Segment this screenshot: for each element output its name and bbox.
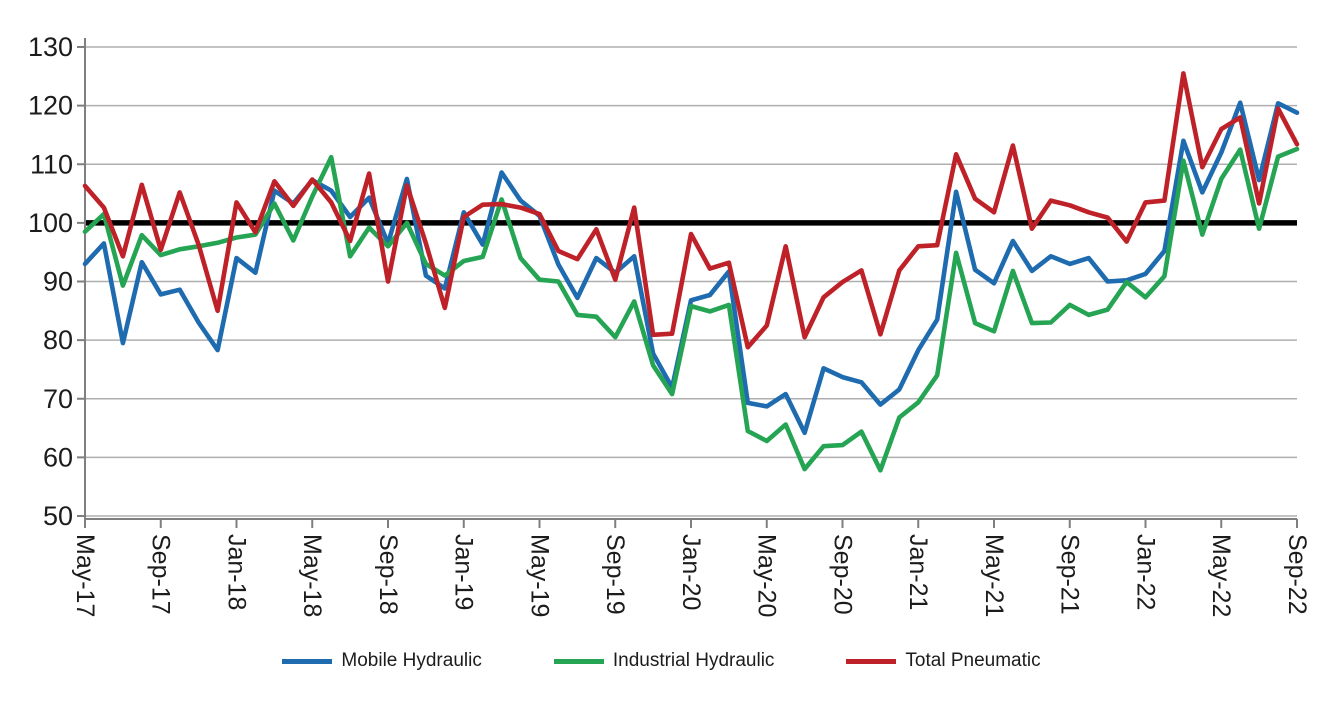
y-axis-label-100: 100 bbox=[28, 208, 73, 238]
legend-label: Industrial Hydraulic bbox=[612, 650, 775, 671]
legend-label: Mobile Hydraulic bbox=[341, 650, 482, 671]
x-axis-label-sep-18: Sep-18 bbox=[374, 534, 402, 615]
x-axis-label-may-19: May-19 bbox=[525, 534, 553, 617]
legend-line-swatch-red bbox=[846, 658, 897, 664]
x-axis-label-may-20: May-20 bbox=[753, 534, 781, 617]
x-axis-label-jan-20: Jan-20 bbox=[677, 534, 705, 610]
y-axis-label-80: 80 bbox=[43, 325, 73, 355]
x-axis-label-sep-17: Sep-17 bbox=[147, 534, 175, 615]
series-line-mobile-hydraulic bbox=[82, 100, 1300, 436]
x-axis-label-sep-19: Sep-19 bbox=[601, 534, 629, 615]
chart-legend: Mobile Hydraulic Industrial Hydraulic To… bbox=[0, 650, 1323, 672]
legend-line-swatch-green bbox=[553, 658, 604, 664]
x-axis-label-jan-18: Jan-18 bbox=[222, 534, 250, 610]
x-axis-label-may-17: May-17 bbox=[71, 534, 99, 617]
y-axis-label-60: 60 bbox=[43, 442, 73, 472]
x-axis-label-jan-19: Jan-19 bbox=[450, 534, 478, 610]
x-axis-label-sep-21: Sep-21 bbox=[1056, 534, 1084, 615]
series-line-industrial-hydraulic bbox=[82, 146, 1300, 473]
y-axis-label-120: 120 bbox=[28, 91, 73, 121]
legend-line-swatch-blue bbox=[282, 658, 333, 664]
legend-item-mobile-hydraulic: Mobile Hydraulic bbox=[282, 650, 482, 672]
y-axis-label-90: 90 bbox=[43, 267, 73, 297]
x-axis-label-sep-20: Sep-20 bbox=[828, 534, 856, 615]
legend-item-total-pneumatic: Total Pneumatic bbox=[846, 650, 1041, 672]
x-axis-label-may-22: May-22 bbox=[1207, 534, 1235, 617]
y-axis-label-110: 110 bbox=[30, 149, 73, 179]
legend-label: Total Pneumatic bbox=[905, 650, 1041, 671]
legend-item-industrial-hydraulic: Industrial Hydraulic bbox=[553, 650, 775, 672]
x-axis-label-sep-22: Sep-22 bbox=[1283, 534, 1311, 615]
x-axis-label-may-21: May-21 bbox=[980, 534, 1008, 617]
x-axis-label-may-18: May-18 bbox=[298, 534, 326, 617]
y-axis-label-70: 70 bbox=[43, 384, 73, 414]
y-axis-label-130: 130 bbox=[28, 32, 73, 62]
y-axis-label-50: 50 bbox=[43, 501, 73, 531]
x-axis-label-jan-21: Jan-21 bbox=[904, 534, 932, 610]
x-axis-label-jan-22: Jan-22 bbox=[1131, 534, 1159, 610]
series-line-total-pneumatic bbox=[82, 71, 1300, 350]
